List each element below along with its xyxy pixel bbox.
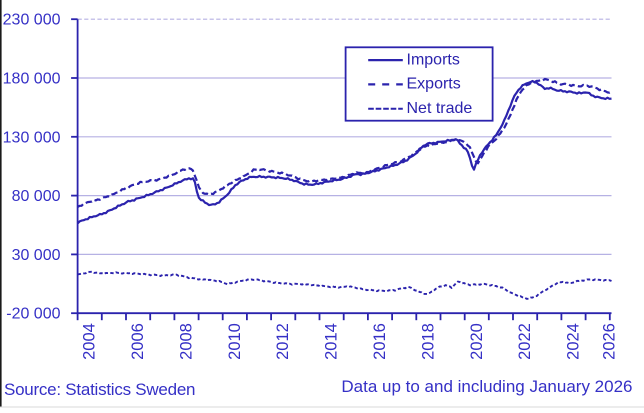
- svg-text:-20 000: -20 000: [6, 306, 60, 323]
- svg-text:2018: 2018: [419, 323, 437, 360]
- svg-text:2026: 2026: [601, 323, 619, 360]
- svg-text:130 000: 130 000: [3, 129, 61, 146]
- svg-text:2010: 2010: [226, 323, 244, 360]
- svg-text:2008: 2008: [178, 323, 196, 360]
- svg-text:180 000: 180 000: [3, 71, 61, 88]
- svg-text:Source: Statistics Sweden: Source: Statistics Sweden: [4, 380, 195, 399]
- svg-text:2004: 2004: [81, 323, 99, 360]
- svg-text:80 000: 80 000: [12, 188, 61, 205]
- svg-text:2020: 2020: [468, 323, 486, 360]
- svg-text:Exports: Exports: [407, 76, 461, 93]
- svg-text:2006: 2006: [129, 323, 147, 360]
- svg-text:Imports: Imports: [407, 51, 460, 68]
- svg-text:Net trade: Net trade: [407, 100, 473, 117]
- svg-text:2024: 2024: [565, 323, 583, 360]
- svg-text:Data up to and including Janua: Data up to and including January 2026: [341, 377, 632, 396]
- svg-text:2012: 2012: [274, 323, 292, 360]
- svg-text:2016: 2016: [371, 323, 389, 360]
- svg-text:2014: 2014: [323, 323, 341, 360]
- svg-text:230 000: 230 000: [3, 12, 61, 29]
- svg-text:2022: 2022: [516, 323, 534, 360]
- svg-text:30 000: 30 000: [12, 247, 61, 264]
